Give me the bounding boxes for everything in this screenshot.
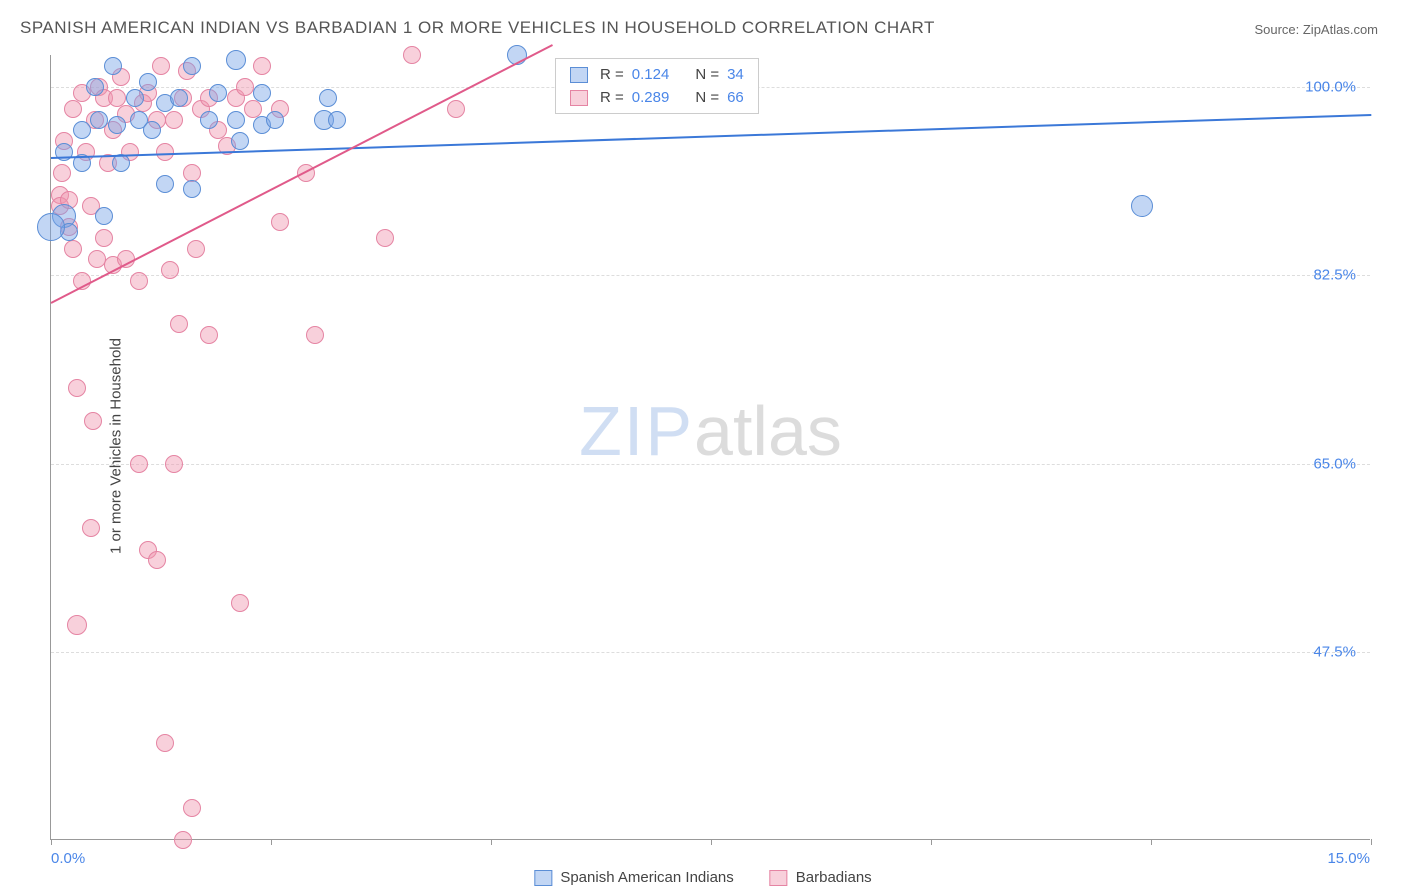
data-point-barb — [376, 229, 394, 247]
data-point-sai — [156, 175, 174, 193]
data-point-barb — [236, 78, 254, 96]
legend-swatch-sai — [534, 870, 552, 886]
watermark-zip: ZIP — [579, 392, 694, 470]
data-point-barb — [161, 261, 179, 279]
data-point-barb — [148, 551, 166, 569]
data-point-barb — [64, 240, 82, 258]
data-point-barb — [156, 734, 174, 752]
data-point-sai — [108, 116, 126, 134]
data-point-barb — [306, 326, 324, 344]
data-point-sai — [209, 84, 227, 102]
data-point-barb — [82, 519, 100, 537]
data-point-barb — [165, 111, 183, 129]
x-tick-mark — [1371, 839, 1372, 845]
x-tick-mark — [711, 839, 712, 845]
data-point-sai — [328, 111, 346, 129]
data-point-barb — [187, 240, 205, 258]
data-point-sai — [73, 121, 91, 139]
data-point-sai — [95, 207, 113, 225]
data-point-sai — [266, 111, 284, 129]
data-point-sai — [226, 50, 246, 70]
data-point-sai — [200, 111, 218, 129]
data-point-sai — [86, 78, 104, 96]
data-point-barb — [200, 326, 218, 344]
n-value: 66 — [727, 89, 744, 106]
data-point-sai — [37, 213, 65, 241]
legend-item-barb: Barbadians — [770, 869, 872, 886]
chart-title: SPANISH AMERICAN INDIAN VS BARBADIAN 1 O… — [20, 18, 935, 38]
x-tick-mark — [491, 839, 492, 845]
data-point-barb — [165, 455, 183, 473]
data-point-barb — [183, 799, 201, 817]
data-point-barb — [152, 57, 170, 75]
data-point-sai — [139, 73, 157, 91]
y-tick-label: 100.0% — [1305, 79, 1356, 96]
data-point-barb — [253, 57, 271, 75]
data-point-barb — [68, 379, 86, 397]
data-point-sai — [231, 132, 249, 150]
x-tick-mark — [271, 839, 272, 845]
legend-swatch-barb — [570, 90, 588, 106]
data-point-sai — [1131, 195, 1153, 217]
series-legend: Spanish American Indians Barbadians — [526, 869, 879, 886]
data-point-barb — [64, 100, 82, 118]
data-point-sai — [183, 180, 201, 198]
x-tick-mark — [51, 839, 52, 845]
data-point-barb — [84, 412, 102, 430]
data-point-sai — [104, 57, 122, 75]
r-value: 0.124 — [632, 66, 670, 83]
data-point-barb — [403, 46, 421, 64]
legend-swatch-barb — [770, 870, 788, 886]
x-tick-mark — [1151, 839, 1152, 845]
legend-label: Barbadians — [796, 869, 872, 886]
y-tick-label: 82.5% — [1313, 267, 1356, 284]
legend-swatch-sai — [570, 67, 588, 83]
source-label: Source: ZipAtlas.com — [1254, 22, 1378, 37]
n-value: 34 — [727, 66, 744, 83]
data-point-barb — [447, 100, 465, 118]
x-tick-label-right: 15.0% — [1327, 850, 1370, 867]
data-point-barb — [156, 143, 174, 161]
data-point-barb — [231, 594, 249, 612]
r-value: 0.289 — [632, 89, 670, 106]
legend-label: Spanish American Indians — [560, 869, 733, 886]
data-point-sai — [126, 89, 144, 107]
r-label: R = — [600, 89, 624, 106]
data-point-barb — [130, 455, 148, 473]
y-tick-label: 47.5% — [1313, 643, 1356, 660]
data-point-barb — [174, 831, 192, 849]
watermark-atlas: atlas — [694, 392, 842, 470]
correlation-legend: R = 0.124 N = 34 R = 0.289 N = 66 — [555, 58, 759, 114]
legend-row-barb: R = 0.289 N = 66 — [556, 86, 758, 109]
data-point-barb — [53, 164, 71, 182]
n-label: N = — [695, 66, 719, 83]
legend-row-sai: R = 0.124 N = 34 — [556, 63, 758, 86]
data-point-sai — [170, 89, 188, 107]
watermark-text: ZIPatlas — [579, 391, 842, 471]
x-tick-mark — [931, 839, 932, 845]
scatter-plot-area: ZIPatlas 100.0%82.5%65.0%47.5%0.0%15.0% — [50, 55, 1370, 840]
data-point-sai — [227, 111, 245, 129]
data-point-barb — [271, 213, 289, 231]
data-point-barb — [130, 272, 148, 290]
trend-line-sai — [51, 114, 1371, 159]
data-point-barb — [95, 229, 113, 247]
r-label: R = — [600, 66, 624, 83]
gridline-h — [51, 464, 1370, 465]
data-point-sai — [319, 89, 337, 107]
gridline-h — [51, 652, 1370, 653]
x-tick-label-left: 0.0% — [51, 850, 85, 867]
legend-item-sai: Spanish American Indians — [534, 869, 733, 886]
data-point-sai — [253, 84, 271, 102]
n-label: N = — [695, 89, 719, 106]
data-point-sai — [143, 121, 161, 139]
data-point-sai — [183, 57, 201, 75]
data-point-barb — [170, 315, 188, 333]
data-point-barb — [67, 615, 87, 635]
data-point-sai — [90, 111, 108, 129]
y-tick-label: 65.0% — [1313, 455, 1356, 472]
gridline-h — [51, 275, 1370, 276]
